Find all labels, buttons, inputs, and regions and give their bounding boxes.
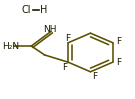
Text: F: F <box>116 37 121 46</box>
Text: H: H <box>40 5 48 15</box>
Text: F: F <box>92 72 97 81</box>
Text: H₂N: H₂N <box>2 42 19 50</box>
Text: F: F <box>65 34 70 43</box>
Text: Cl: Cl <box>21 5 31 15</box>
Text: F: F <box>116 58 121 67</box>
Text: NH: NH <box>43 25 57 34</box>
Text: F: F <box>62 63 67 72</box>
